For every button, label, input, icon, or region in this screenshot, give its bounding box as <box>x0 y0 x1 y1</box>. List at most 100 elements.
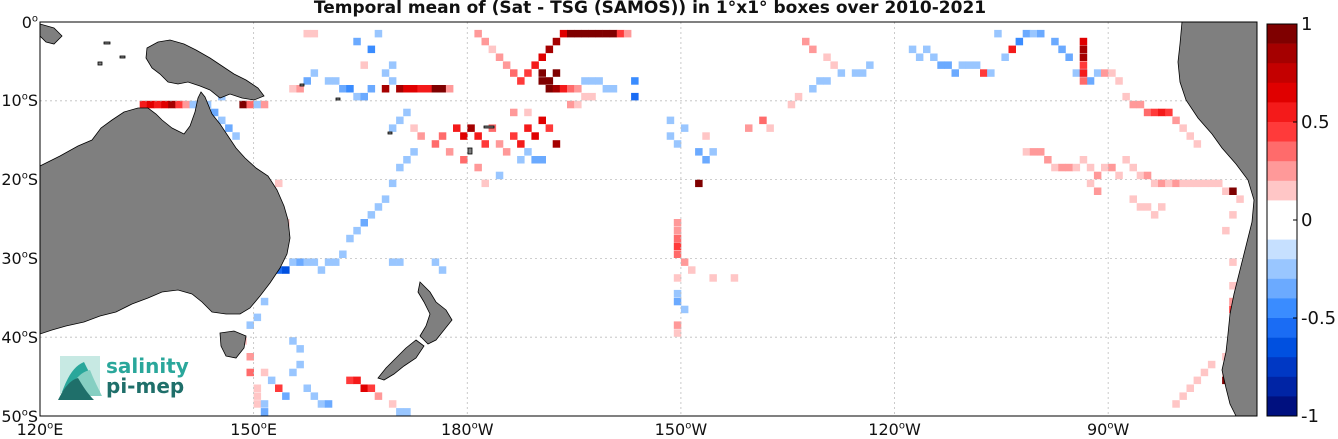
colorbar-swatch <box>1267 357 1297 378</box>
data-box <box>303 77 311 85</box>
data-box <box>303 258 311 266</box>
data-box <box>1044 156 1052 164</box>
salinity-pi-mep-logo <box>58 356 102 400</box>
data-box <box>1115 171 1123 180</box>
data-box <box>253 313 262 322</box>
data-box <box>481 179 489 188</box>
data-box <box>161 100 169 109</box>
data-box <box>944 61 952 69</box>
colorbar-swatch <box>1267 298 1297 319</box>
data-box <box>816 77 824 85</box>
data-box <box>396 116 404 125</box>
data-box <box>545 85 554 93</box>
data-box <box>980 69 988 77</box>
data-box <box>210 108 219 117</box>
data-box <box>445 148 454 156</box>
data-box <box>289 337 297 345</box>
data-box <box>1150 179 1159 188</box>
data-box <box>353 226 361 235</box>
colorbar-swatch <box>1267 259 1297 280</box>
data-box <box>381 69 390 77</box>
data-box <box>246 321 254 329</box>
data-box <box>324 400 333 408</box>
data-box <box>602 85 611 93</box>
data-box <box>673 274 682 282</box>
data-box <box>545 45 554 54</box>
data-box <box>1193 179 1202 188</box>
data-box <box>374 29 383 38</box>
y-tick-label: 50oS <box>1 406 38 426</box>
data-box <box>502 148 511 156</box>
data-box <box>673 140 682 148</box>
data-box <box>417 85 425 93</box>
data-box <box>353 376 361 385</box>
x-tick-label: 90oW <box>1087 420 1130 439</box>
data-box <box>502 61 511 69</box>
data-box <box>666 116 675 125</box>
tasmania-landmass <box>219 330 247 359</box>
data-box <box>260 400 269 408</box>
data-box <box>1079 37 1088 46</box>
data-box <box>396 85 404 93</box>
data-box <box>474 29 482 38</box>
data-box <box>346 85 354 93</box>
data-box <box>1051 37 1059 46</box>
data-box <box>218 116 226 125</box>
data-box <box>1065 53 1073 61</box>
data-box <box>1200 368 1209 377</box>
data-box <box>524 69 532 77</box>
data-box <box>794 92 803 101</box>
colorbar-tick-label: -1 <box>1301 405 1319 427</box>
data-box <box>381 85 390 93</box>
data-box <box>1143 108 1152 117</box>
data-box <box>623 29 632 38</box>
new-guinea-landmass <box>145 39 265 101</box>
data-box <box>673 297 682 306</box>
data-box <box>374 203 383 211</box>
data-box <box>453 124 461 132</box>
data-box <box>239 100 247 109</box>
data-box <box>552 69 561 77</box>
data-box <box>303 384 311 392</box>
island <box>97 61 103 66</box>
data-box <box>388 124 397 132</box>
data-box <box>1129 100 1137 109</box>
data-box <box>965 61 974 69</box>
colorbar-swatch <box>1267 337 1297 358</box>
data-box <box>460 156 468 164</box>
data-box <box>495 53 504 61</box>
data-box <box>310 69 319 77</box>
data-box <box>602 29 611 38</box>
data-box <box>253 100 262 109</box>
data-box <box>595 29 603 38</box>
data-box <box>574 29 582 38</box>
data-box <box>567 100 575 109</box>
data-box <box>631 92 639 101</box>
data-box <box>339 250 347 258</box>
data-box <box>417 132 425 140</box>
data-box <box>1072 69 1081 77</box>
island <box>335 97 341 101</box>
data-box <box>1051 163 1059 172</box>
data-box <box>260 297 269 306</box>
south-america-landmass <box>1177 22 1257 416</box>
data-box <box>360 92 368 101</box>
data-box <box>139 100 148 109</box>
colorbar-swatch <box>1267 200 1297 221</box>
data-box <box>531 132 539 140</box>
data-box <box>182 100 190 109</box>
data-box <box>809 45 817 54</box>
data-box <box>317 400 326 408</box>
data-box <box>688 266 696 274</box>
data-box <box>538 77 546 85</box>
island <box>119 55 126 59</box>
data-box <box>438 132 447 140</box>
data-box <box>324 258 333 266</box>
data-box <box>410 85 418 93</box>
data-box <box>275 384 283 392</box>
data-box <box>552 37 561 46</box>
data-box <box>1079 69 1088 77</box>
data-box <box>310 29 319 38</box>
data-box <box>424 85 432 93</box>
data-box <box>1122 156 1130 164</box>
